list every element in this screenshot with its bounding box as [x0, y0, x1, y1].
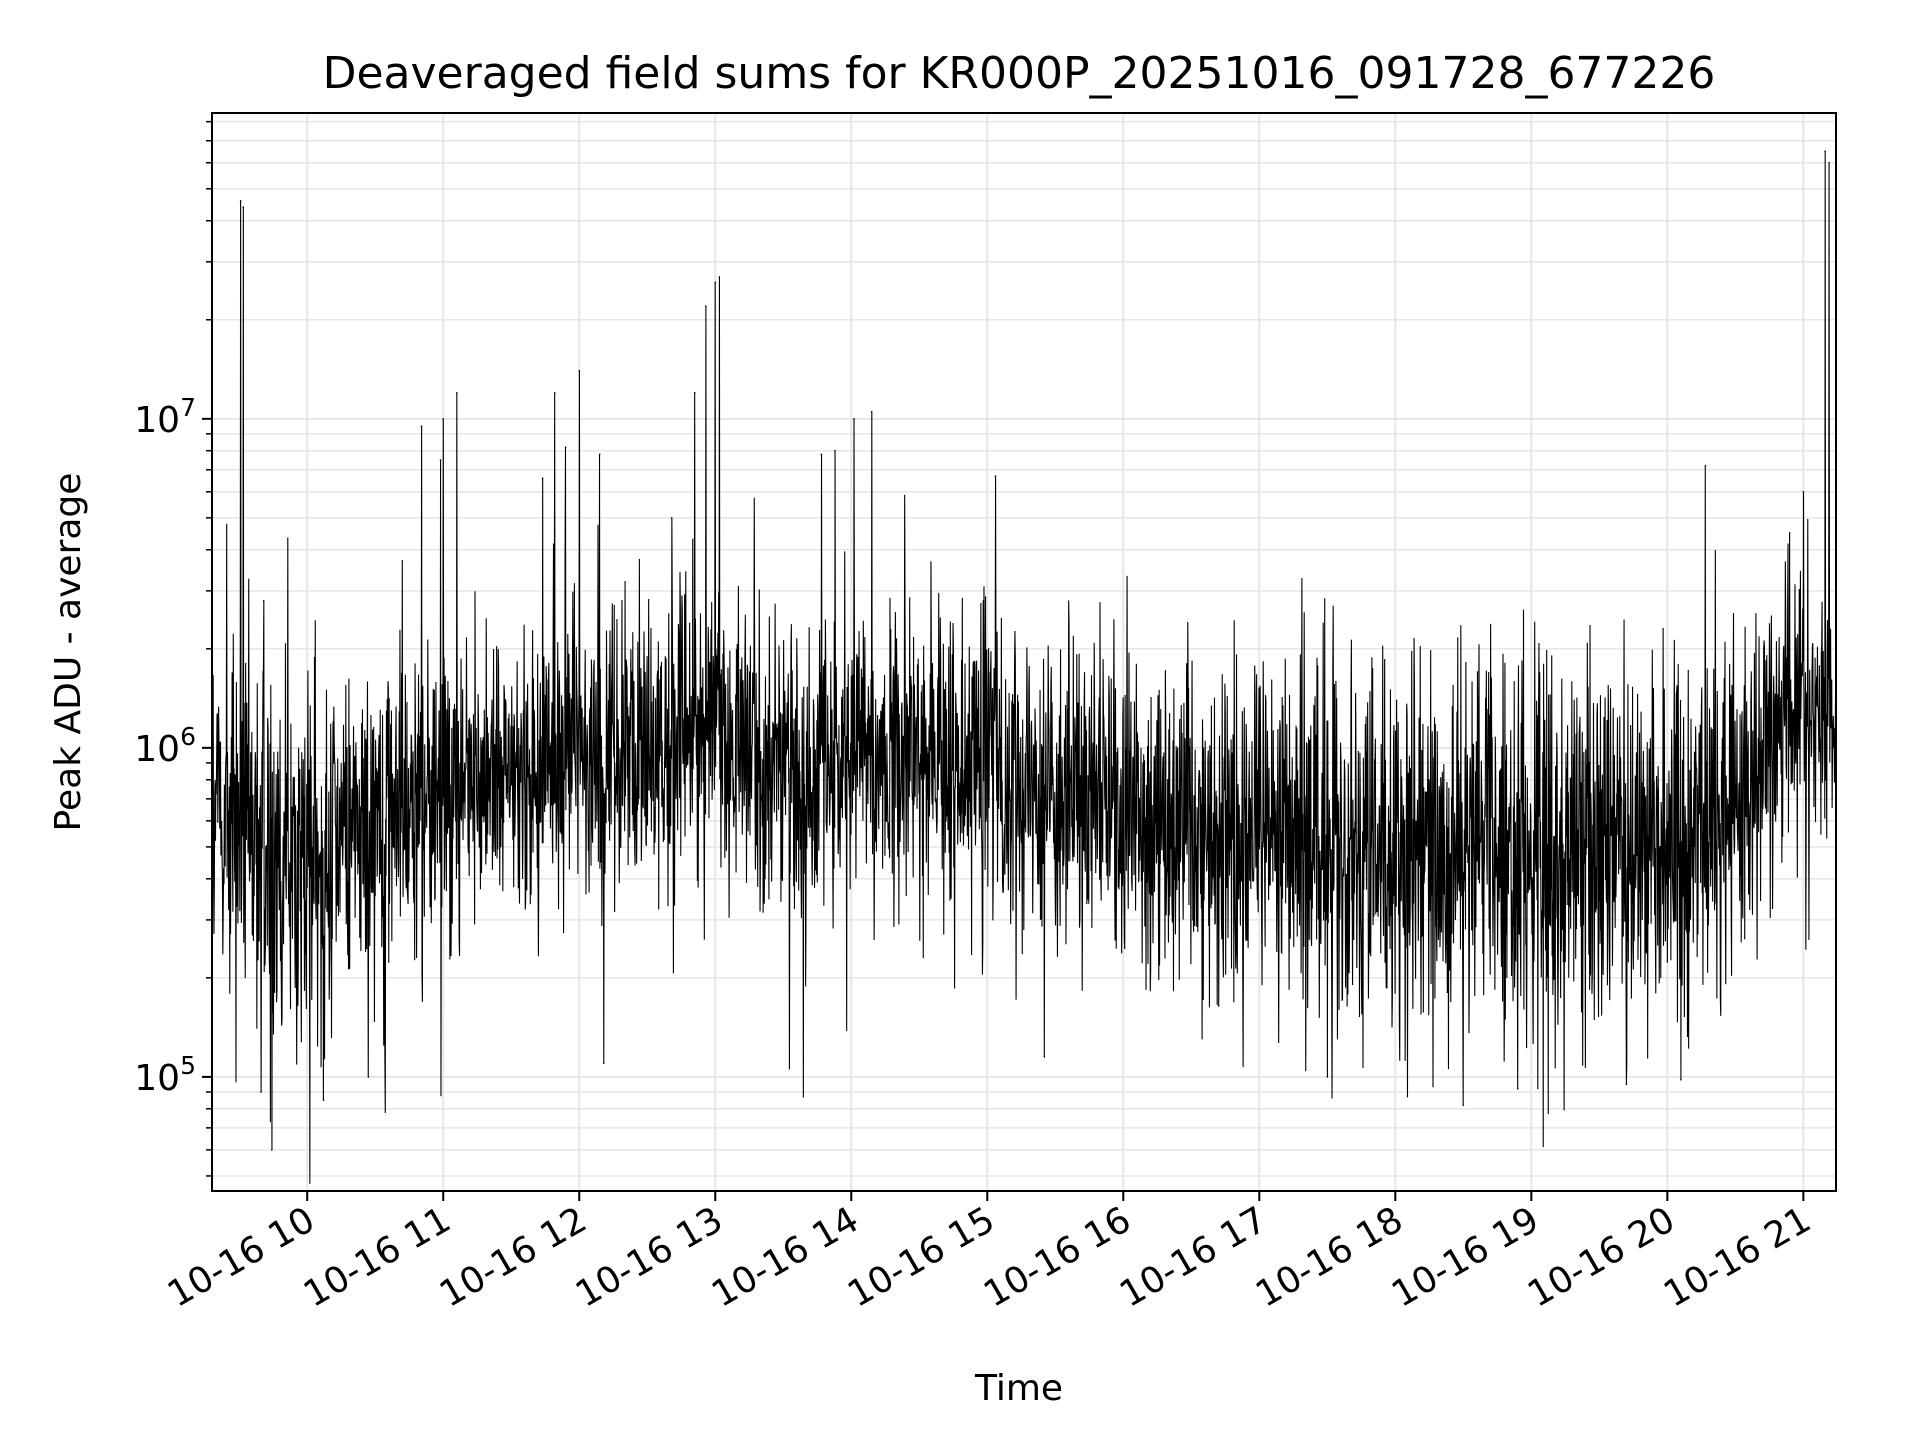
peak-point [553, 391, 556, 394]
peak-point [714, 281, 717, 284]
dip-point [1462, 1104, 1465, 1107]
peak-point [239, 199, 242, 202]
dip-point [602, 1062, 605, 1065]
peak-point [704, 305, 707, 307]
y-tick-label: 105 [134, 1051, 196, 1099]
peak-point [994, 475, 997, 477]
dip-point [1680, 1078, 1682, 1081]
peak-point [1828, 161, 1830, 164]
peak-point [439, 459, 442, 461]
dip-point [322, 1099, 325, 1101]
dip-point [367, 1076, 370, 1078]
peak-point [670, 517, 673, 519]
peak-point [242, 206, 245, 208]
peak-point [718, 276, 721, 278]
y-tick-label: 106 [134, 722, 196, 770]
peak-point [578, 369, 581, 372]
peak-point [1704, 464, 1707, 467]
peak-point [456, 391, 458, 394]
y-tick-base: 10 [134, 729, 180, 770]
series-line [211, 151, 1837, 1184]
y-tick-exponent: 5 [180, 1051, 196, 1080]
peak-point [262, 599, 265, 602]
y-tick-label: 107 [134, 393, 196, 441]
y-tick-base: 10 [134, 1058, 180, 1099]
dip-point [1516, 1088, 1519, 1090]
y-tick-exponent: 6 [180, 722, 196, 751]
peak-point [442, 418, 445, 420]
peak-point [820, 453, 823, 456]
chart-title: Deaveraged field sums for KR000P_2025101… [323, 48, 1716, 99]
dip-point [260, 1091, 262, 1093]
peak-point [1788, 532, 1791, 534]
peak-point [541, 477, 544, 479]
peak-point [1802, 491, 1805, 493]
peak-point [853, 418, 855, 420]
peak-point [694, 391, 696, 394]
peak-point [401, 560, 404, 562]
peak-point [834, 449, 836, 452]
dip-point [1625, 1083, 1628, 1086]
dip-point [271, 1149, 273, 1151]
dip-point [1326, 1076, 1329, 1078]
y-axis-label: Peak ADU - average [48, 473, 89, 832]
y-tick-exponent: 7 [180, 393, 196, 422]
peak-point [598, 453, 601, 456]
peak-point [420, 425, 423, 427]
y-tick-base: 10 [134, 400, 180, 441]
peak-point [564, 446, 567, 448]
dip-point [1043, 1056, 1046, 1058]
series [211, 150, 1837, 1184]
peak-point [1824, 150, 1826, 153]
x-axis-label: Time [974, 1368, 1063, 1409]
plot-frame [211, 112, 1837, 1192]
peak-point [870, 411, 873, 413]
